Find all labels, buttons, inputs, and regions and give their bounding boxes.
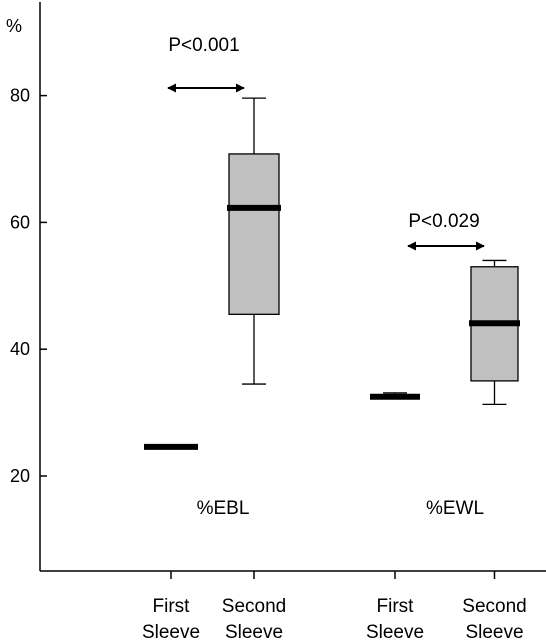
x-tick-label-line1: First bbox=[153, 596, 191, 617]
x-tick-label-line2: Sleeve bbox=[465, 622, 523, 643]
y-tick-label: 80 bbox=[10, 86, 30, 106]
box-iqr bbox=[228, 153, 280, 315]
x-tick-label-line1: First bbox=[377, 596, 415, 617]
group-label: %EBL bbox=[197, 498, 250, 519]
group-label: %EWL bbox=[426, 498, 484, 519]
x-tick-label-line1: Second bbox=[222, 596, 286, 617]
x-tick-label-line1: Second bbox=[462, 596, 526, 617]
x-tick-label-line2: Sleeve bbox=[225, 622, 283, 643]
p-value-label: P<0.029 bbox=[408, 211, 479, 232]
x-tick-label-line2: Sleeve bbox=[142, 622, 200, 643]
y-tick-label: 60 bbox=[10, 212, 30, 232]
p-value-label: P<0.001 bbox=[168, 35, 239, 56]
y-unit-label: % bbox=[6, 16, 22, 36]
x-tick-label-line2: Sleeve bbox=[366, 622, 424, 643]
y-tick-label: 20 bbox=[10, 466, 30, 486]
y-tick-label: 40 bbox=[10, 339, 30, 359]
